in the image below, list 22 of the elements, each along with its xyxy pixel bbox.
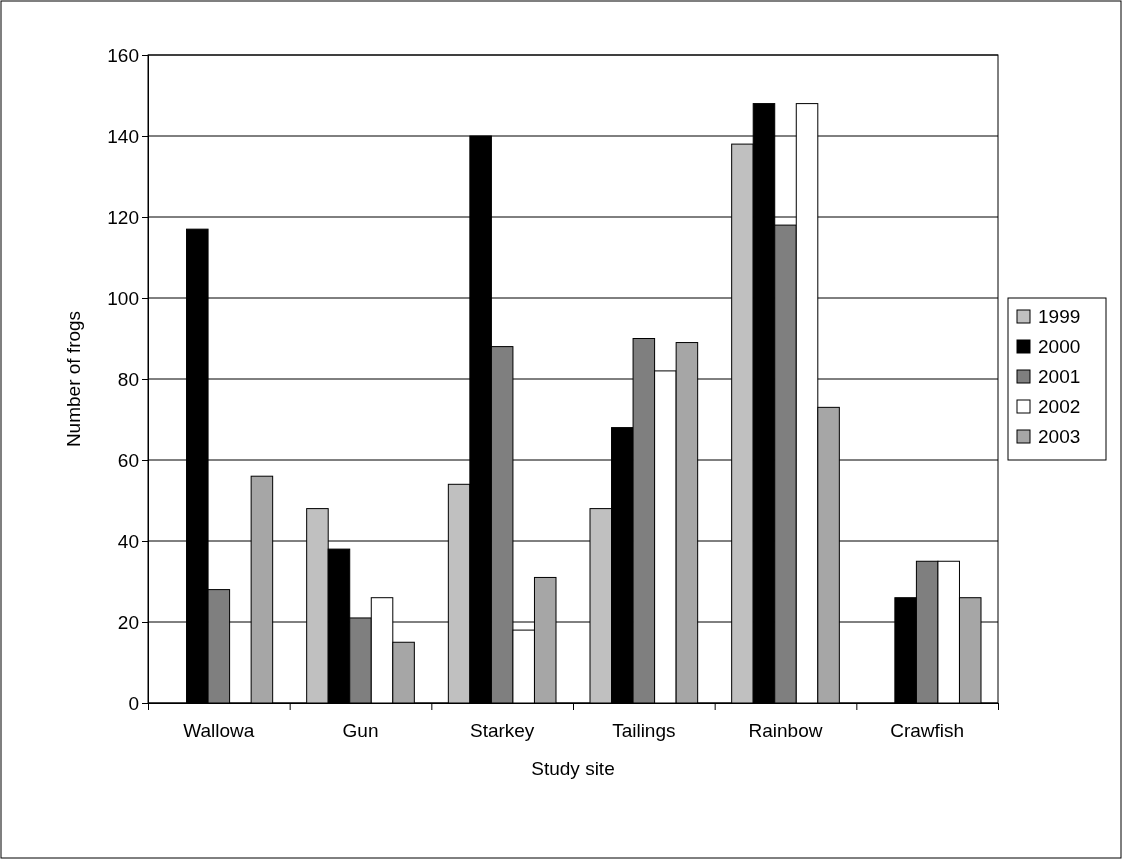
x-tick-label: Gun — [342, 720, 379, 741]
y-tick-label: 20 — [117, 611, 139, 633]
y-tick-label: 140 — [107, 125, 139, 147]
y-tick-label: 100 — [107, 287, 139, 309]
x-tick-label: Starkey — [469, 720, 535, 741]
y-tick-label: 120 — [107, 206, 139, 228]
y-axis-title: Number of frogs — [63, 310, 84, 448]
x-tick-label: Tailings — [612, 720, 676, 741]
y-tick-label: 60 — [117, 449, 139, 471]
legend-label: 2000 — [1038, 336, 1081, 357]
x-tick-label: Wallowa — [183, 720, 255, 741]
y-tick-label: 80 — [117, 368, 139, 390]
y-tick-label: 0 — [128, 692, 139, 714]
legend-label: 2002 — [1038, 396, 1081, 417]
legend-label: 2001 — [1038, 366, 1081, 387]
legend-label: 1999 — [1038, 306, 1081, 327]
y-tick-label: 160 — [107, 44, 139, 66]
legend-label: 2003 — [1038, 426, 1081, 447]
y-tick-label: 40 — [117, 530, 139, 552]
x-tick-label: Rainbow — [748, 720, 823, 741]
x-tick-label: Crawfish — [890, 720, 965, 741]
x-axis-title: Study site — [531, 758, 615, 779]
